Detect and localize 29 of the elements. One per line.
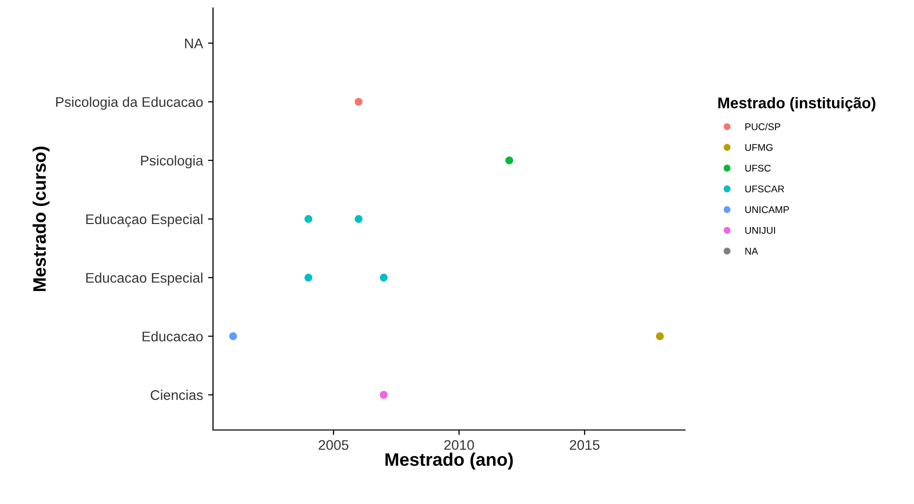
y-axis-title: Mestrado (curso) xyxy=(32,146,50,292)
legend-label: UNICAMP xyxy=(745,206,789,214)
legend-label: UNIJUI xyxy=(745,227,775,234)
point xyxy=(354,98,363,106)
y-tick-label: Educacao Especial xyxy=(86,272,202,286)
x-axis-title: Mestrado (ano) xyxy=(386,452,513,470)
legend-label: UFSC xyxy=(745,164,771,172)
y-tick-label: NA xyxy=(185,38,204,48)
point xyxy=(656,332,664,340)
legend-title: Mestrado (instituição) xyxy=(718,97,876,112)
x-tick-label: 2015 xyxy=(570,440,600,450)
y-tick-label: Psicologia xyxy=(141,155,204,168)
point xyxy=(229,332,238,340)
legend-label: PUC/SP xyxy=(745,123,780,130)
point xyxy=(380,274,388,282)
legend-label: UFMG xyxy=(745,144,772,151)
point xyxy=(304,215,312,223)
x-tick-label: 2005 xyxy=(318,440,348,450)
x-tick-label: 2010 xyxy=(444,440,474,450)
legend-label: UFSCAR xyxy=(745,185,784,192)
point xyxy=(380,390,388,399)
y-tick-label: Ciencias xyxy=(150,390,203,400)
point xyxy=(354,215,363,223)
y-tick-label: Educacao xyxy=(142,331,203,342)
y-tick-label: Educaçao Especial xyxy=(86,214,202,227)
point xyxy=(505,156,514,164)
y-tick-label: Psicologia da Educacao xyxy=(56,96,203,110)
point xyxy=(304,274,312,282)
legend-label: NA xyxy=(745,248,758,254)
